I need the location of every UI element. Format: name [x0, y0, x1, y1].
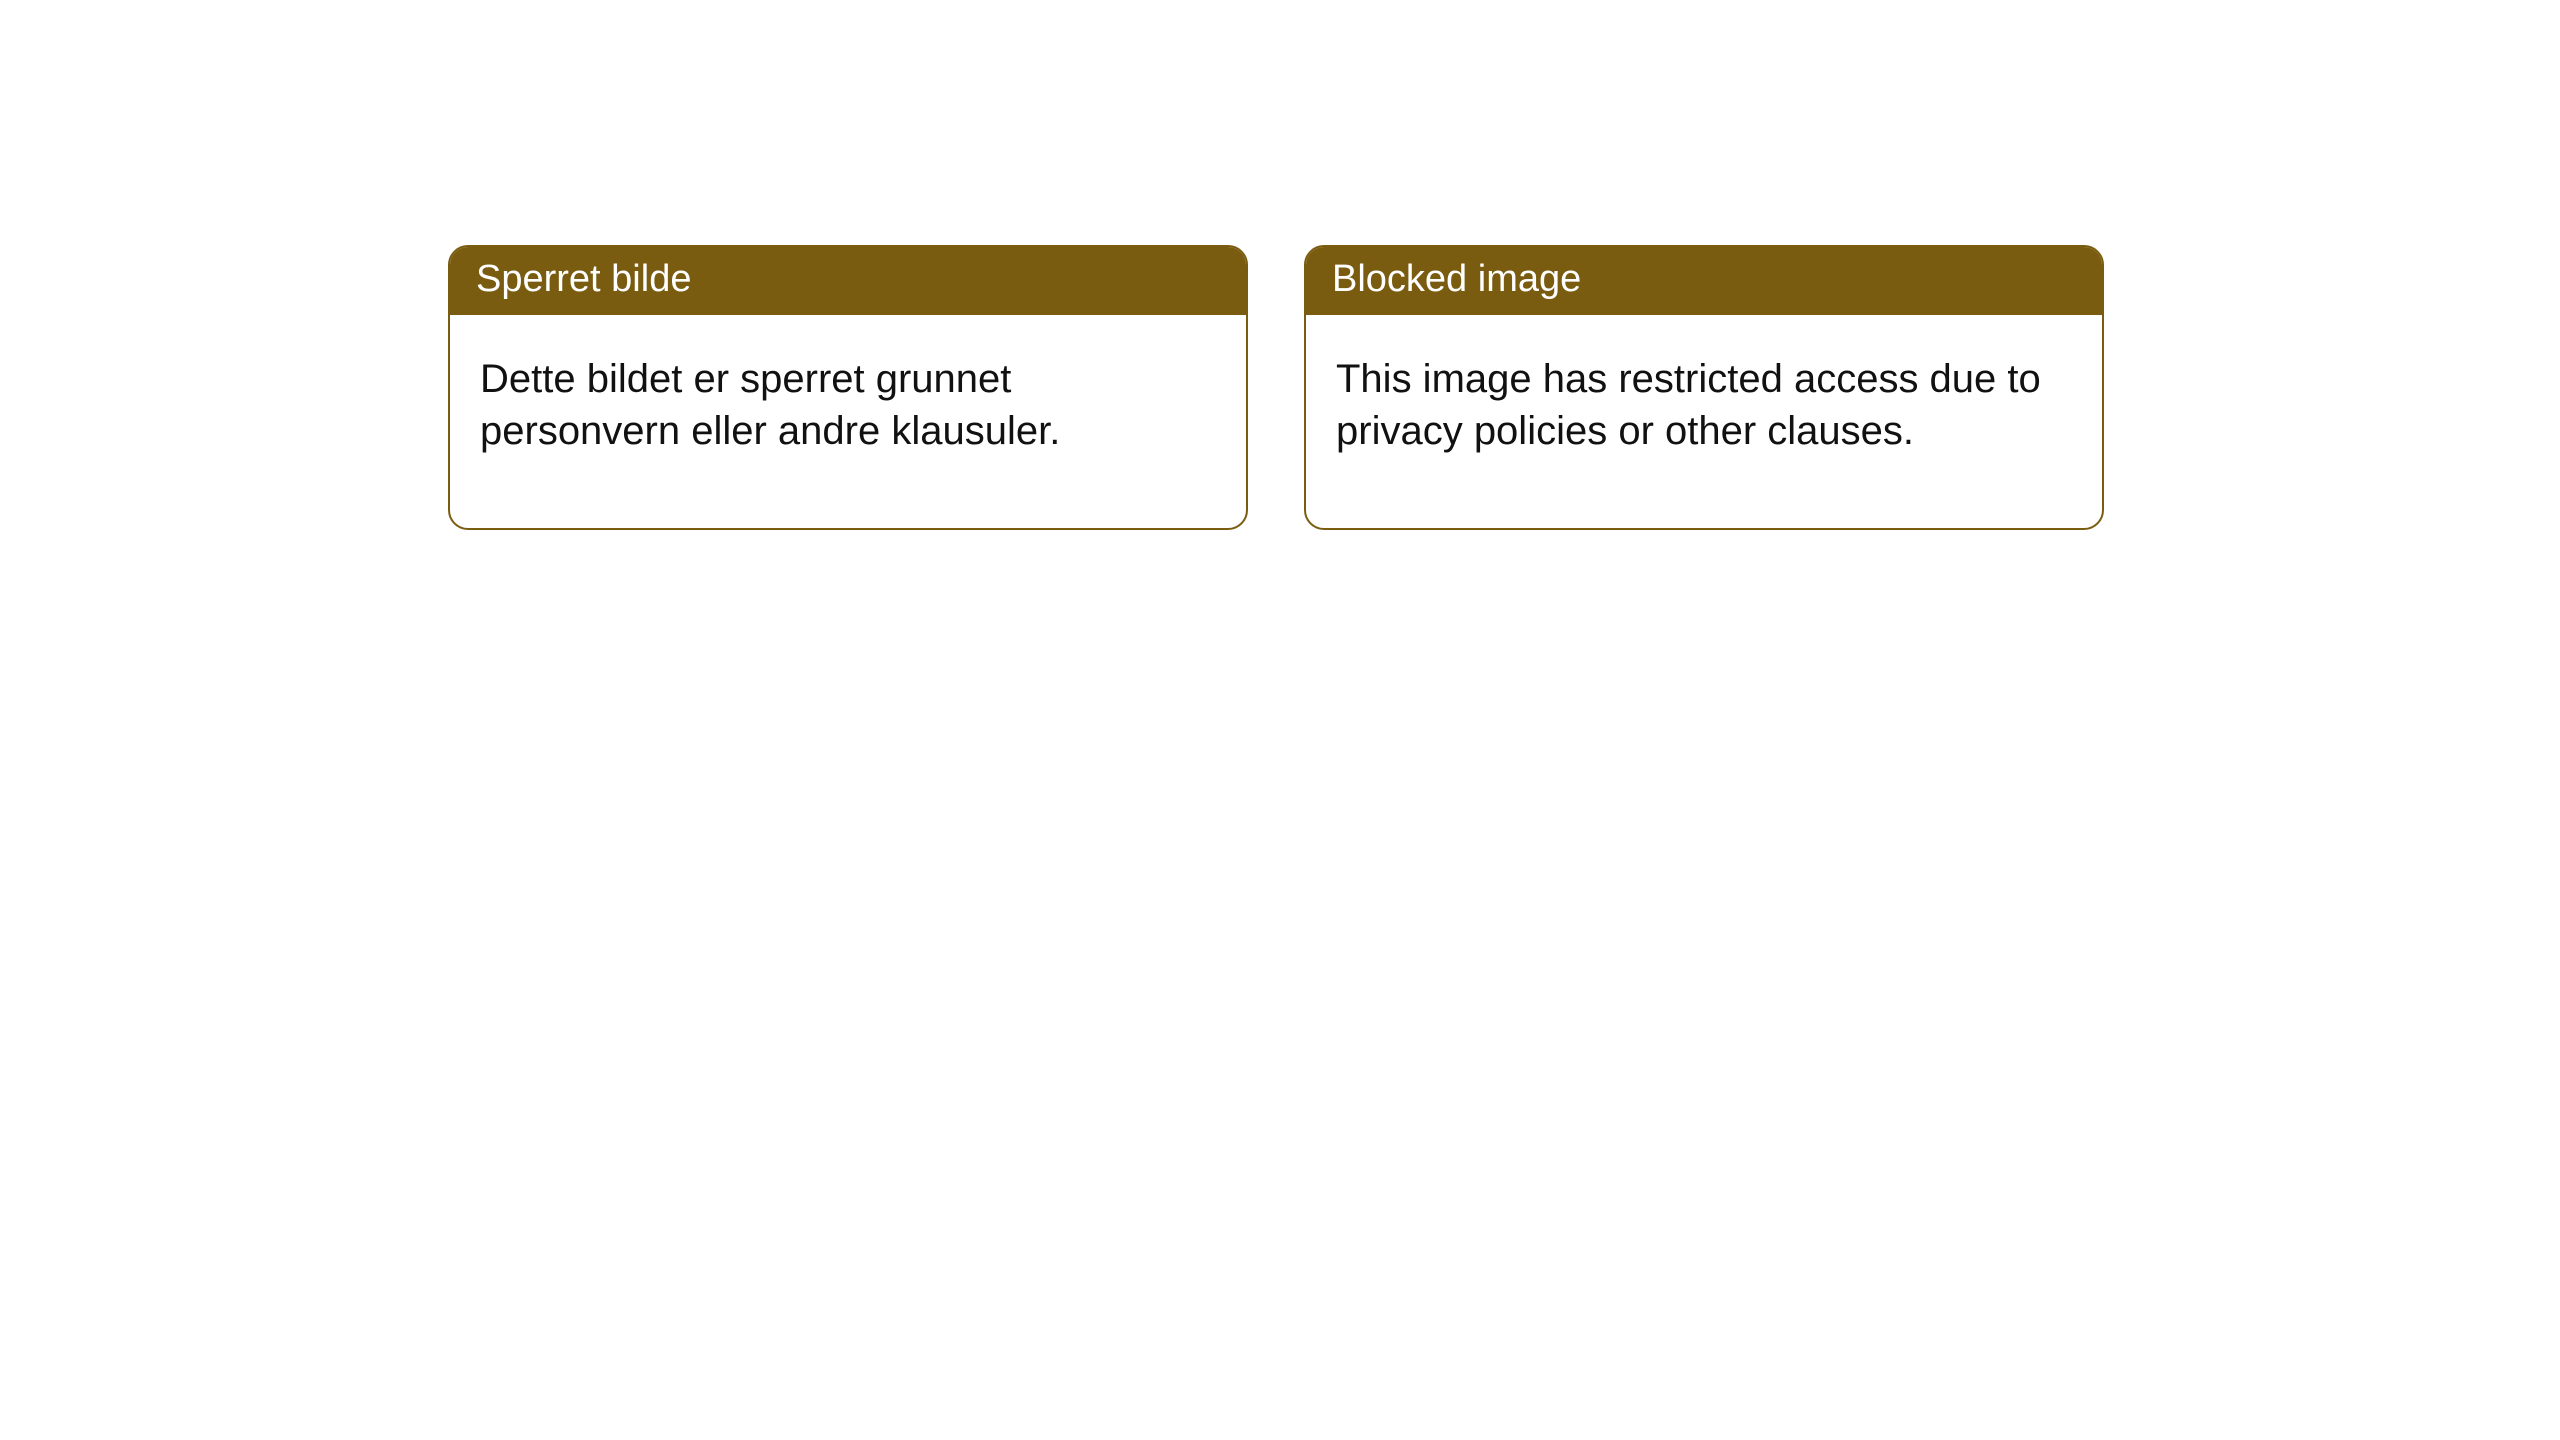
- notice-card-title: Blocked image: [1306, 247, 2102, 315]
- notice-cards-row: Sperret bilde Dette bildet er sperret gr…: [448, 245, 2104, 530]
- notice-card-title: Sperret bilde: [450, 247, 1246, 315]
- notice-card-english: Blocked image This image has restricted …: [1304, 245, 2104, 530]
- notice-card-body: Dette bildet er sperret grunnet personve…: [450, 315, 1246, 529]
- page-root: Sperret bilde Dette bildet er sperret gr…: [0, 0, 2560, 1440]
- notice-card-norwegian: Sperret bilde Dette bildet er sperret gr…: [448, 245, 1248, 530]
- notice-card-body: This image has restricted access due to …: [1306, 315, 2102, 529]
